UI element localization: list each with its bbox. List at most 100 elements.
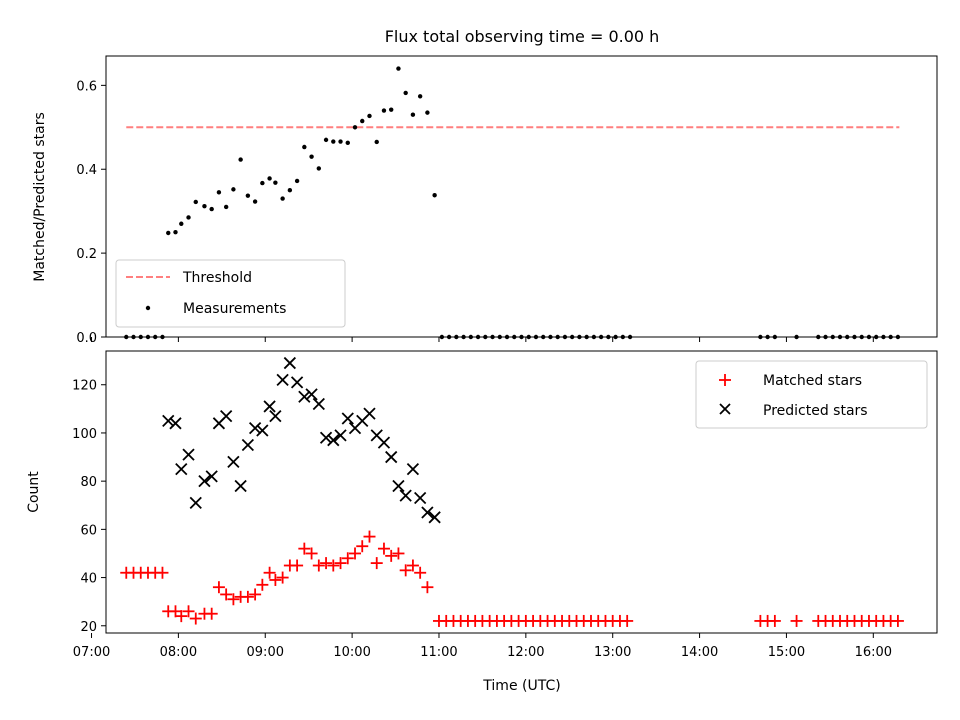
predicted-star-point <box>363 407 376 420</box>
count-x-tick-label: 11:00 <box>420 645 457 660</box>
predicted-star-point <box>312 397 325 411</box>
count-y-tick-label: 40 <box>80 572 97 587</box>
measurement-point <box>280 196 285 201</box>
predicted-star-point <box>241 438 255 452</box>
measurement-point <box>216 190 222 195</box>
predicted-star-point <box>341 412 354 425</box>
ratio-panel: 0.0 0.2 0.4 0.6 Matched/Predicted stars Thr… <box>32 55 938 346</box>
predicted-star-point <box>276 373 289 387</box>
matched-star-point <box>156 566 169 579</box>
predicted-star-point <box>428 511 441 524</box>
ratio-legend-box <box>115 259 346 328</box>
matched-star-point <box>189 612 202 625</box>
matched-star-point <box>312 559 325 572</box>
measurements-legend-swatch <box>145 305 151 311</box>
count-y-tick-label: 60 <box>80 523 97 538</box>
ratio-y-tick-label: 0.0 <box>76 331 97 346</box>
measurement-point <box>352 125 358 130</box>
predicted-star-point <box>334 429 347 442</box>
matched-star-point <box>406 559 419 572</box>
measurement-point <box>245 193 251 198</box>
measurement-point <box>381 108 387 113</box>
measurement-point <box>323 137 329 143</box>
count-x-tick-label: 14:00 <box>681 645 718 660</box>
count-y-axis-label: Count <box>26 471 42 513</box>
measurement-point <box>238 157 243 162</box>
matched-star-point <box>356 540 369 553</box>
matched-star-point <box>341 552 354 565</box>
ratio-x-ticks <box>91 337 874 342</box>
ratio-y-tick-label: 0.4 <box>76 163 97 178</box>
count-x-axis-label: Time (UTC) <box>482 678 560 694</box>
measurement-point <box>396 66 401 71</box>
predicted-star-point <box>414 491 427 505</box>
predicted-star-point <box>248 421 262 435</box>
predicted-legend-swatch <box>719 403 731 415</box>
matched-star-point <box>399 564 412 577</box>
matched-star-point <box>305 547 318 560</box>
predicted-star-point <box>263 400 276 413</box>
matched-star-point <box>269 573 282 586</box>
measurement-point <box>193 199 198 205</box>
measurement-point <box>186 215 191 220</box>
measurement-point <box>425 110 430 115</box>
measurements-legend-label: Measurements <box>183 301 286 317</box>
count-x-tick-label: 15:00 <box>768 645 805 660</box>
matched-star-point <box>768 614 781 627</box>
count-x-tick-label: 12:00 <box>507 645 544 660</box>
count-y-ticks: 20 40 60 80 100 120 <box>72 379 106 635</box>
measurement-point <box>202 203 207 209</box>
measurement-point <box>302 144 307 150</box>
matched-star-point <box>349 547 362 560</box>
matched-star-point <box>256 578 269 591</box>
predicted-star-point <box>399 489 412 502</box>
count-x-tick-label: 10:00 <box>333 645 370 660</box>
count-x-tick-label: 09:00 <box>247 645 284 660</box>
predicted-star-point <box>189 496 202 509</box>
predicted-star-point <box>392 479 405 493</box>
count-legend: Matched stars Predicted stars <box>695 360 928 429</box>
ratio-y-tick-label: 0.2 <box>76 247 97 262</box>
matched-star-point <box>392 547 405 560</box>
ratio-legend: Threshold Measurements <box>115 259 346 328</box>
matched-star-point <box>891 614 904 627</box>
ratio-y-tick-label: 0.6 <box>76 79 97 94</box>
predicted-star-point <box>327 434 340 447</box>
matched-star-point <box>621 614 634 627</box>
matched-star-point <box>291 559 304 572</box>
predicted-star-point <box>305 388 318 401</box>
count-series-layer <box>120 356 904 627</box>
measurement-point <box>338 139 343 144</box>
count-plot-frame <box>105 350 938 634</box>
count-x-ticks: 07:00 08:00 09:00 10:00 11:00 12:00 13:00 14:00… <box>73 633 892 660</box>
matched-star-point <box>421 581 434 594</box>
measurement-point <box>360 118 365 124</box>
predicted-star-point <box>298 390 311 403</box>
measurement-point <box>316 166 322 171</box>
predicted-legend-label: Predicted stars <box>763 403 868 419</box>
chart-title: Flux total observing time = 0.00 h <box>385 27 660 46</box>
measurement-point <box>209 206 214 212</box>
predicted-star-point <box>421 506 434 519</box>
matched-legend-swatch <box>719 374 731 386</box>
matched-star-point <box>249 588 262 601</box>
matched-star-point <box>175 610 188 623</box>
predicted-star-point <box>169 417 182 430</box>
measurement-point <box>374 139 379 145</box>
measurement-point <box>223 204 229 210</box>
predicted-star-point <box>227 455 240 469</box>
predicted-star-point <box>205 470 218 483</box>
predicted-star-point <box>220 409 233 423</box>
matched-star-point <box>790 614 803 627</box>
measurement-point <box>267 176 272 181</box>
measurement-point <box>231 187 236 192</box>
matched-star-point <box>205 607 218 620</box>
matched-star-point <box>385 549 398 562</box>
count-legend-box <box>695 360 928 429</box>
matched-star-point <box>220 588 233 601</box>
measurement-point <box>403 90 408 96</box>
count-y-tick-label: 120 <box>72 379 97 394</box>
measurement-point <box>252 199 258 204</box>
measurement-point <box>179 221 184 226</box>
